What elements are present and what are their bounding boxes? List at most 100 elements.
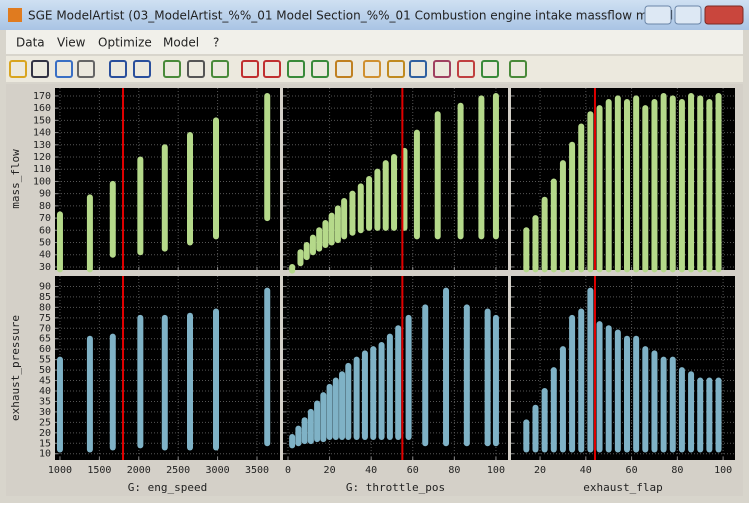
toolbar-button[interactable] (509, 60, 527, 78)
y-tick-label: 60 (39, 344, 51, 355)
scatter-column (706, 99, 713, 273)
scatter-column (559, 346, 566, 453)
scatter-column (109, 333, 116, 451)
toolbar-button[interactable] (409, 60, 427, 78)
y-tick-label: 40 (39, 386, 51, 397)
scatter-column (492, 314, 499, 447)
scatter-column (322, 219, 329, 248)
scatter-column (669, 356, 676, 453)
toolbar-button[interactable] (335, 60, 353, 78)
scatter-column (697, 377, 704, 453)
scatter-column (523, 419, 530, 453)
y-tick-label: 70 (39, 213, 51, 224)
y-tick-label: 160 (33, 103, 51, 114)
scatter-column (161, 314, 168, 451)
y-tick-label: 55 (39, 355, 51, 366)
toolbar-button[interactable] (457, 60, 475, 78)
y-tick-label: 150 (33, 115, 51, 126)
y-tick-label: 90 (39, 189, 51, 200)
scatter-column (614, 95, 621, 273)
y-tick-label: 100 (33, 176, 51, 187)
toolbar-button[interactable] (55, 60, 73, 78)
scatter-column (345, 362, 352, 440)
scatter-column (334, 205, 341, 244)
scatter-column (56, 356, 63, 453)
scatter-column (578, 308, 585, 453)
menu-item[interactable]: Model (163, 36, 199, 50)
toolbar-button[interactable] (187, 60, 205, 78)
scatter-column (706, 377, 713, 453)
scatter-column (532, 404, 539, 453)
y-tick-label: 90 (39, 281, 51, 292)
toolbar-button[interactable] (481, 60, 499, 78)
menu-item[interactable]: ? (213, 36, 219, 50)
scatter-column (366, 176, 373, 231)
scatter-column (303, 241, 310, 261)
x-tick-label: 40 (365, 465, 377, 476)
toolbar-button[interactable] (77, 60, 95, 78)
scatter-column (578, 123, 585, 273)
toolbar-button[interactable] (109, 60, 127, 78)
scatter-column (382, 160, 389, 231)
minimize-button[interactable] (644, 5, 672, 25)
scatter-column (605, 99, 612, 273)
scatter-column (642, 346, 649, 453)
toolbar-button[interactable] (263, 60, 281, 78)
x-tick-label: 1500 (87, 465, 111, 476)
menu-item[interactable]: Optimize (98, 36, 152, 50)
toolbar-button[interactable] (287, 60, 305, 78)
toolbar-button[interactable] (133, 60, 151, 78)
x-tick-label: 20 (534, 465, 546, 476)
scatter-column (395, 325, 402, 440)
scatter-column (301, 417, 308, 445)
toolbar-button[interactable] (211, 60, 229, 78)
toolbar-button[interactable] (433, 60, 451, 78)
scatter-column (624, 99, 631, 273)
scatter-column (353, 356, 360, 440)
x-tick-label: 1000 (48, 465, 72, 476)
scatter-column (264, 287, 271, 447)
scatter-column (651, 99, 658, 273)
scatter-column (651, 350, 658, 453)
scatter-column (341, 197, 348, 240)
scatter-column (443, 287, 450, 447)
app-icon (8, 8, 22, 22)
scatter-column (349, 190, 356, 236)
scatter-column (86, 194, 93, 273)
scatter-column (213, 308, 220, 451)
y-tick-label: 20 (39, 428, 51, 439)
x-tick-label: 2000 (127, 465, 151, 476)
toolbar-button[interactable] (9, 60, 27, 78)
scatter-column (326, 383, 333, 440)
scatter-column (316, 227, 323, 252)
toolbar-button[interactable] (241, 60, 259, 78)
scatter-column (463, 304, 470, 447)
scatter-column (541, 388, 548, 453)
scatter-column (386, 333, 393, 440)
scatter-column (339, 371, 346, 440)
y-tick-label: 80 (39, 201, 51, 212)
toolbar-button[interactable] (387, 60, 405, 78)
y-tick-label: 170 (33, 91, 51, 102)
menu-item[interactable]: Data (16, 36, 45, 50)
close-button[interactable] (704, 5, 744, 25)
toolbar-button[interactable] (163, 60, 181, 78)
y-tick-label: 45 (39, 376, 51, 387)
x-tick-label: 3500 (245, 465, 269, 476)
scatter-column (688, 92, 695, 273)
x-tick-label: 80 (448, 465, 460, 476)
scatter-column (422, 304, 429, 447)
menu-item[interactable]: View (57, 36, 86, 50)
scatter-column (187, 132, 193, 246)
y-tick-label: 30 (39, 407, 51, 418)
toolbar-button[interactable] (31, 60, 49, 78)
y-tick-label: 130 (33, 140, 51, 151)
x-tick-label: 80 (671, 465, 683, 476)
toolbar-button[interactable] (311, 60, 329, 78)
scatter-column (492, 92, 499, 240)
scatter-column (678, 99, 685, 273)
scatter-column (478, 95, 485, 240)
scatter-column (109, 180, 116, 258)
toolbar-button[interactable] (363, 60, 381, 78)
maximize-button[interactable] (674, 5, 702, 25)
